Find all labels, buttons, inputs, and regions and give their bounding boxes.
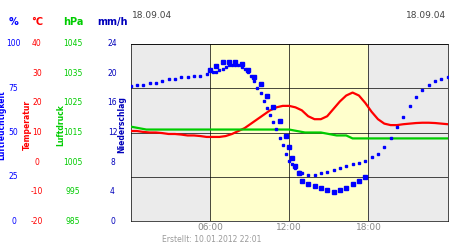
Text: °C: °C <box>31 17 43 27</box>
Text: -20: -20 <box>31 217 43 226</box>
Text: Temperatur: Temperatur <box>22 100 32 150</box>
Text: 18.09.04: 18.09.04 <box>132 11 172 20</box>
Text: 1035: 1035 <box>63 69 83 78</box>
Text: 25: 25 <box>9 172 18 182</box>
Text: -10: -10 <box>31 187 43 196</box>
Text: 24: 24 <box>108 39 117 48</box>
Text: 0: 0 <box>110 217 115 226</box>
Bar <box>210 44 369 221</box>
Text: 100: 100 <box>6 39 21 48</box>
Text: 985: 985 <box>66 217 80 226</box>
Text: Erstellt: 10.01.2012 22:01: Erstellt: 10.01.2012 22:01 <box>162 236 261 244</box>
Text: hPa: hPa <box>63 17 83 27</box>
Text: mm/h: mm/h <box>97 17 128 27</box>
Text: 10: 10 <box>32 128 42 137</box>
Text: 18.09.04: 18.09.04 <box>406 11 446 20</box>
Text: 16: 16 <box>108 98 117 108</box>
Text: 0: 0 <box>35 158 39 166</box>
Text: 12: 12 <box>108 128 117 137</box>
Text: 4: 4 <box>110 187 115 196</box>
Text: 1015: 1015 <box>63 128 82 137</box>
Text: Niederschlag: Niederschlag <box>117 96 126 154</box>
Text: Luftdruck: Luftdruck <box>56 104 65 146</box>
Text: 20: 20 <box>108 69 117 78</box>
Text: 0: 0 <box>11 217 16 226</box>
Text: 50: 50 <box>9 128 18 137</box>
Text: 30: 30 <box>32 69 42 78</box>
Text: Luftfeuchtigkeit: Luftfeuchtigkeit <box>0 90 7 160</box>
Text: 40: 40 <box>32 39 42 48</box>
Text: 1045: 1045 <box>63 39 83 48</box>
Text: 8: 8 <box>110 158 115 166</box>
Text: 75: 75 <box>9 84 18 92</box>
Text: 1005: 1005 <box>63 158 83 166</box>
Text: 995: 995 <box>66 187 80 196</box>
Text: 1025: 1025 <box>63 98 82 108</box>
Text: %: % <box>9 17 18 27</box>
Text: 20: 20 <box>32 98 42 108</box>
